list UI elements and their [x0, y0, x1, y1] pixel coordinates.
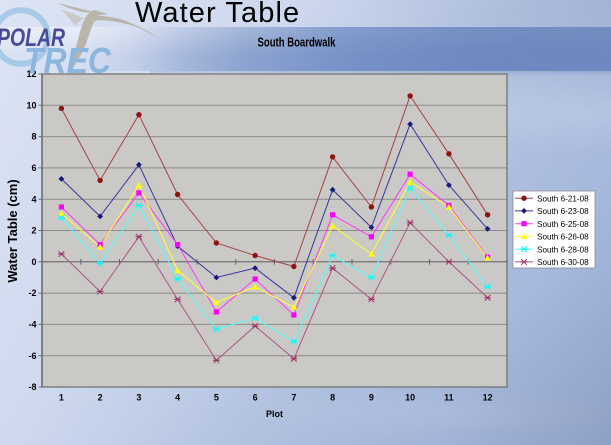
- svg-text:-6: -6: [28, 351, 36, 361]
- svg-text:6: 6: [31, 163, 36, 173]
- svg-text:7: 7: [291, 393, 296, 403]
- svg-text:-8: -8: [28, 382, 36, 392]
- svg-text:8: 8: [31, 132, 36, 142]
- svg-text:1: 1: [59, 393, 64, 403]
- svg-text:8: 8: [330, 393, 335, 403]
- svg-text:0: 0: [31, 257, 36, 267]
- svg-text:4: 4: [31, 194, 36, 204]
- svg-text:11: 11: [444, 393, 454, 403]
- svg-text:10: 10: [405, 393, 415, 403]
- svg-text:South 6-23-08: South 6-23-08: [537, 206, 589, 216]
- svg-text:3: 3: [136, 393, 141, 403]
- svg-text:South 6-30-08: South 6-30-08: [537, 257, 589, 267]
- svg-text:10: 10: [26, 100, 36, 110]
- svg-text:2: 2: [98, 393, 103, 403]
- svg-text:POLAR: POLAR: [0, 24, 65, 52]
- svg-text:South 6-25-08: South 6-25-08: [537, 219, 589, 229]
- svg-text:5: 5: [214, 393, 219, 403]
- svg-text:South 6-21-08: South 6-21-08: [537, 193, 589, 203]
- svg-text:2: 2: [31, 226, 36, 236]
- svg-text:-4: -4: [28, 320, 36, 330]
- svg-text:Plot: Plot: [266, 409, 283, 419]
- svg-text:South Boardwalk: South Boardwalk: [258, 34, 337, 49]
- svg-text:9: 9: [369, 393, 374, 403]
- svg-text:TREC: TREC: [24, 40, 112, 81]
- svg-text:South 6-26-08: South 6-26-08: [537, 232, 589, 242]
- svg-text:Water Table (cm): Water Table (cm): [5, 179, 20, 282]
- svg-text:12: 12: [26, 69, 36, 79]
- svg-text:-2: -2: [28, 288, 36, 298]
- svg-text:4: 4: [175, 393, 180, 403]
- svg-text:South 6-28-08: South 6-28-08: [537, 244, 589, 254]
- svg-text:12: 12: [483, 393, 493, 403]
- svg-text:6: 6: [253, 393, 258, 403]
